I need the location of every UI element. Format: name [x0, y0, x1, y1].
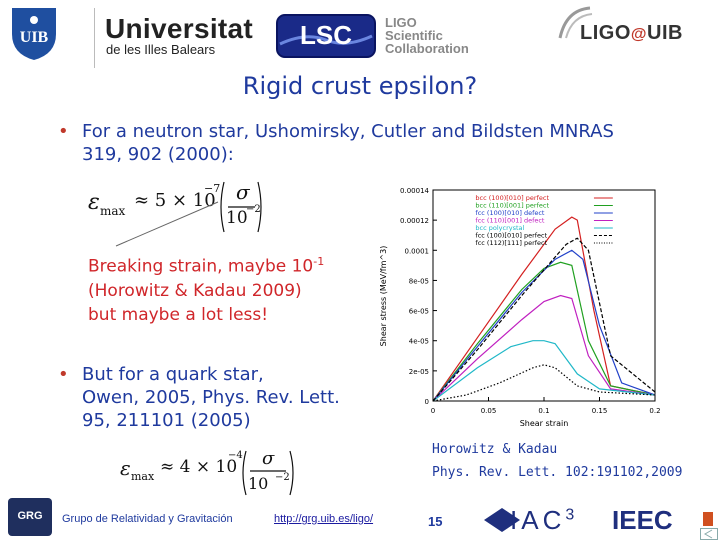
iac-logo: IAC3 [510, 505, 578, 536]
eq2-lhs: ε [120, 456, 131, 480]
ligo-uib-right: UIB [647, 22, 683, 44]
footer-group: Grupo de Relatividad y Gravitación [62, 513, 233, 525]
chart-series-line [432, 340, 656, 402]
chart-series-line [432, 249, 656, 402]
bullet-dot: • [58, 121, 69, 142]
red-line1-sup: -1 [313, 255, 325, 268]
caption-line2: Phys. Rev. Lett. 102:191102,2009 [432, 465, 683, 480]
eq2-approx: ≈ 4 × 10 [160, 457, 238, 477]
eq2-num: σ [262, 448, 275, 469]
chart-y-tick-label: 0 [425, 398, 429, 406]
eq2-den: 10 [248, 474, 269, 493]
chart-y-tick-label: 0.00014 [400, 187, 429, 195]
red-line3: but maybe a lot less! [88, 304, 269, 325]
page-number: 15 [428, 514, 443, 529]
ligo-uib-left: LIGO [580, 22, 631, 44]
chart-series-line [432, 216, 656, 402]
lsc-text: LSC [300, 20, 352, 50]
eq1-num: σ [236, 180, 250, 204]
bullet-1-line2: 319, 902 (2000): [82, 144, 234, 165]
equation-1: ε max ≈ 5 × 10 −7 σ 10 −2 [88, 178, 268, 238]
eq1-lhs: ε [88, 190, 100, 215]
ligo-collab-text: LIGO Scientific Collaboration [385, 16, 469, 55]
chart-x-tick-label: 0.2 [649, 407, 660, 415]
figure-caption: Horowitz & Kadau Phys. Rev. Lett. 102:19… [432, 438, 682, 484]
ligo-uib-at: @ [630, 26, 647, 43]
ligo-collab-line: Collaboration [385, 41, 469, 56]
lsc-logo: LSC [276, 14, 376, 58]
eq2-sub: max [131, 470, 155, 483]
chart-x-tick-label: 0.15 [592, 407, 608, 415]
caption-line1: Horowitz & Kadau [432, 442, 558, 457]
breaking-strain-note: Breaking strain, maybe 10-1 (Horowitz & … [88, 250, 324, 327]
chart-y-tick-label: 0.0001 [405, 247, 430, 255]
pointer-line [115, 201, 219, 247]
iac-sup: 3 [565, 506, 579, 524]
red-line2: (Horowitz & Kadau 2009) [88, 280, 302, 301]
header-divider [94, 8, 95, 68]
ligo-collab-line: LIGO [385, 15, 417, 30]
iac-text: IAC [510, 505, 566, 535]
chart-y-tick-label: 0.00012 [400, 217, 429, 225]
eq1-den-exp: −2 [246, 204, 261, 215]
bullet-dot: • [58, 364, 69, 385]
bullet-2-line3: 95, 211101 (2005) [82, 410, 251, 431]
bullet-2-line1: But for a quark star, [82, 364, 264, 385]
chart-series-line [432, 237, 656, 402]
uib-shield-text: UIB [20, 29, 49, 46]
eq2-exp: −4 [228, 450, 243, 461]
chart-legend-label: fcc (110)[001] defect [475, 217, 545, 225]
chart-xlabel: Shear strain [520, 419, 569, 428]
ligo-swirl-icon [558, 6, 593, 39]
chart-legend-label: bcc polycrystal [475, 224, 524, 232]
chart-series-line [432, 294, 656, 402]
chart-y-tick-label: 2e-05 [409, 368, 429, 376]
red-line1: Breaking strain, maybe 10 [88, 256, 314, 277]
chart-legend-label: bcc (100)[010] perfect [475, 194, 549, 202]
slide-title: Rigid crust epsilon? [242, 72, 478, 100]
chart-x-tick-label: 0.1 [538, 407, 549, 415]
nav-back-icon[interactable] [700, 528, 718, 540]
chart-series-line [432, 261, 656, 402]
ligo-collab-line: Scientific [385, 28, 443, 43]
chart-legend-label: bcc (110)[001] perfect [475, 202, 549, 210]
eq1-bracket-icon [220, 181, 262, 233]
eq1-approx: ≈ 5 × 10 [134, 190, 216, 211]
grg-logo: GRG [8, 498, 52, 536]
uib-subtitle: de les Illes Balears [106, 42, 216, 57]
ligo-uib-logo: LIGO@UIB [580, 22, 683, 45]
chart-y-tick-label: 8e-05 [409, 277, 429, 285]
chart-series-line [432, 364, 656, 402]
chart-legend-label: fcc (100)[010] defect [475, 209, 545, 217]
chart-x-tick-label: 0.05 [481, 407, 497, 415]
iac-logo-icon [484, 508, 520, 532]
eq2-den-exp: −2 [275, 472, 290, 483]
eq1-sub: max [100, 204, 126, 218]
ieec-logo: IEEC [612, 505, 673, 535]
eq2-bracket-icon [242, 450, 294, 496]
bullet-1: • For a neutron star, Ushomirsky, Cutler… [58, 120, 614, 166]
chart-y-tick-label: 4e-05 [409, 338, 429, 346]
chart-y-tick-label: 6e-05 [409, 308, 429, 316]
bullet-2: • But for a quark star, Owen, 2005, Phys… [58, 363, 340, 432]
equation-2: ε max ≈ 4 × 10 −4 σ 10 −2 [120, 448, 300, 498]
bullet-2-line2: Owen, 2005, Phys. Rev. Lett. [82, 387, 340, 408]
shear-stress-chart: 0 0.05 0.1 0.15 0.2 0 2e-05 4e-05 6e-05 8e-05 0.00… [379, 187, 661, 428]
footer-link[interactable]: http://grg.uib.es/ligo/ [274, 513, 374, 525]
uib-name: Universitat [105, 13, 254, 44]
chart-legend-label: fcc (100)[010] perfect [475, 232, 547, 240]
grg-logo-text: GRG [17, 510, 43, 522]
ieec-mark-icon [703, 512, 713, 526]
chart-x-tick-label: 0 [431, 407, 435, 415]
eq1-exp: −7 [204, 182, 221, 195]
uib-shield-logo: UIB [12, 8, 56, 60]
bullet-1-line1: For a neutron star, Ushomirsky, Cutler a… [82, 121, 614, 142]
chart-legend-label: fcc (112)[111] perfect [475, 239, 547, 247]
chart-ylabel: Shear stress (MeV/fm^3) [379, 246, 388, 347]
eq1-den: 10 [226, 208, 248, 228]
